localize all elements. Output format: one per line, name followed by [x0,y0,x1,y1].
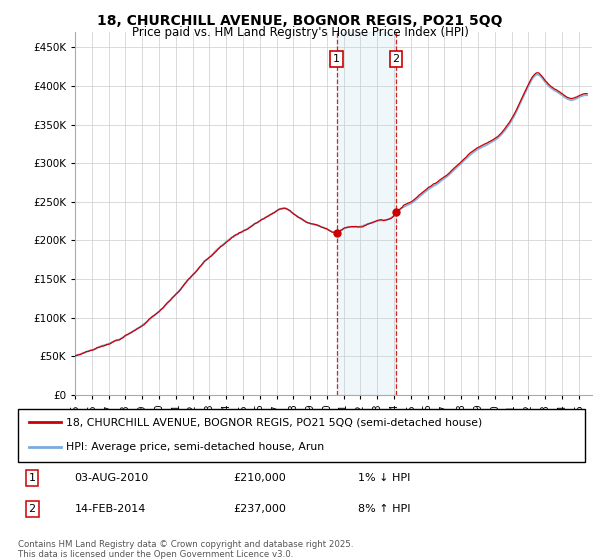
Text: HPI: Average price, semi-detached house, Arun: HPI: Average price, semi-detached house,… [66,442,325,452]
Text: 18, CHURCHILL AVENUE, BOGNOR REGIS, PO21 5QQ (semi-detached house): 18, CHURCHILL AVENUE, BOGNOR REGIS, PO21… [66,417,482,427]
Text: Contains HM Land Registry data © Crown copyright and database right 2025.
This d: Contains HM Land Registry data © Crown c… [18,540,353,559]
Text: 2: 2 [392,54,400,64]
Text: £210,000: £210,000 [233,473,286,483]
Text: £237,000: £237,000 [233,504,286,514]
Text: 8% ↑ HPI: 8% ↑ HPI [358,504,410,514]
Text: 14-FEB-2014: 14-FEB-2014 [75,504,146,514]
FancyBboxPatch shape [18,409,585,462]
Text: 2: 2 [29,504,36,514]
Text: Price paid vs. HM Land Registry's House Price Index (HPI): Price paid vs. HM Land Registry's House … [131,26,469,39]
Text: 1: 1 [333,54,340,64]
Bar [337,32,396,395]
Text: 03-AUG-2010: 03-AUG-2010 [75,473,149,483]
Text: 1: 1 [29,473,35,483]
Text: 1% ↓ HPI: 1% ↓ HPI [358,473,410,483]
Text: 18, CHURCHILL AVENUE, BOGNOR REGIS, PO21 5QQ: 18, CHURCHILL AVENUE, BOGNOR REGIS, PO21… [97,14,503,28]
